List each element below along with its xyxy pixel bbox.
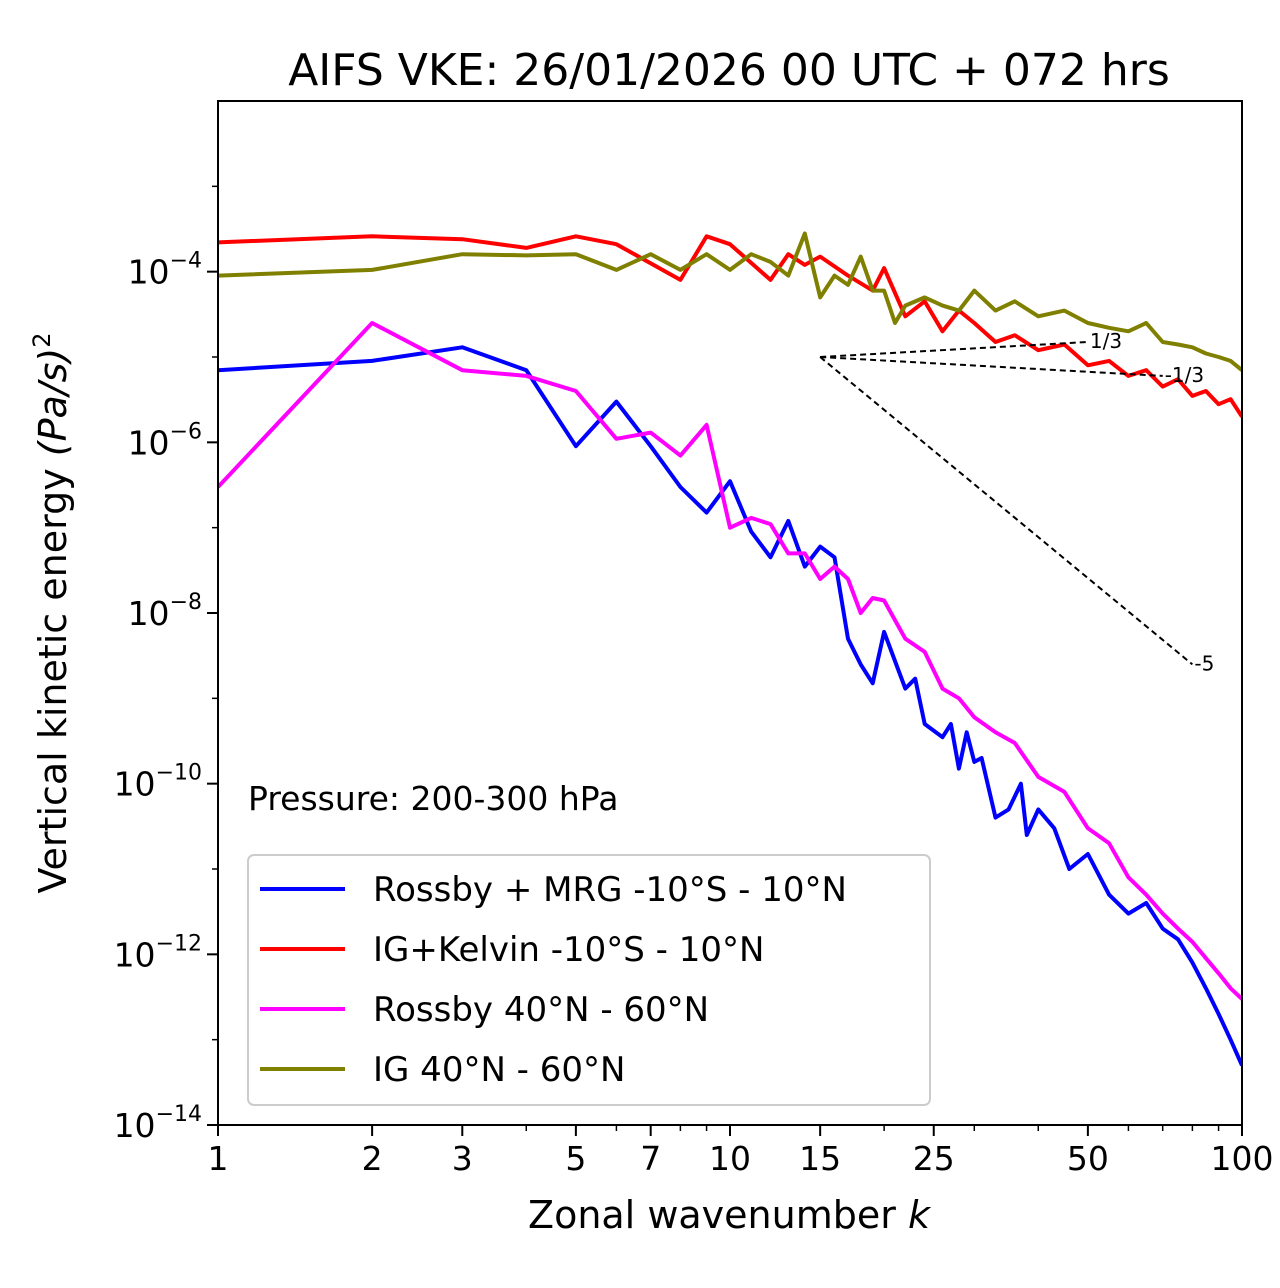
y-tick-label: 10−14 — [114, 1102, 202, 1145]
series-line-2 — [218, 234, 1242, 418]
x-tick-label: 50 — [1067, 1139, 1109, 1178]
legend-label-3: Rossby 40°N - 60°N — [373, 990, 709, 1030]
x-tick-label: 15 — [799, 1139, 841, 1178]
reference-line-label-1: 1/3 — [1090, 329, 1122, 353]
y-tick-label: 10−6 — [128, 419, 202, 462]
legend-label-1: Rossby + MRG -10°S - 10°N — [373, 870, 847, 910]
series-line-3 — [218, 321, 1242, 1001]
y-tick-label: 10−12 — [114, 931, 202, 974]
reference-line-1 — [820, 340, 1088, 358]
reference-line-2 — [820, 356, 1163, 377]
y-axis-ticks: 10−4 10−6 10−8 10−10 10−12 10−14 — [114, 185, 218, 1145]
y-axis-label-exp: 2 — [28, 332, 56, 347]
y-tick-label: 10−10 — [114, 761, 202, 804]
x-tick-label: 100 — [1211, 1139, 1274, 1178]
series-line-1 — [218, 345, 1242, 1067]
reference-lines: 1/3 -1/3 -5 — [819, 329, 1214, 675]
y-axis-label-unit: (Pa/s) — [31, 348, 75, 456]
x-tick-label: 5 — [565, 1139, 586, 1178]
legend-label-2: IG+Kelvin -10°S - 10°N — [373, 930, 764, 970]
y-tick-label: 10−4 — [128, 249, 202, 292]
y-axis-label-text: Vertical kinetic energy — [31, 468, 75, 893]
x-axis-label: Zonal wavenumber k — [528, 1193, 932, 1237]
x-tick-label: 7 — [640, 1139, 661, 1178]
x-tick-label: 1 — [208, 1139, 229, 1178]
legend-box — [247, 854, 931, 1106]
series-layer — [218, 231, 1242, 1067]
x-axis-label-var: k — [908, 1193, 932, 1237]
x-tick-label: 25 — [913, 1139, 955, 1178]
x-axis-ticks: 1 2 3 5 7 10 15 25 50 100 — [208, 1125, 1274, 1178]
legend: Rossby + MRG -10°S - 10°N IG+Kelvin -10°S… — [247, 854, 931, 1106]
x-tick-label: 10 — [709, 1139, 751, 1178]
chart-title: AIFS VKE: 26/01/2026 00 UTC + 072 hrs — [288, 45, 1170, 96]
series-line-4 — [218, 231, 1242, 372]
y-tick-label: 10−8 — [128, 590, 202, 633]
reference-line-3 — [819, 356, 1194, 666]
reference-line-label-2: -1/3 — [1165, 363, 1204, 387]
x-axis-label-text: Zonal wavenumber — [528, 1193, 896, 1237]
pressure-annotation: Pressure: 200-300 hPa — [248, 779, 618, 818]
reference-line-label-3: -5 — [1194, 651, 1214, 675]
x-tick-label: 2 — [362, 1139, 383, 1178]
x-tick-label: 3 — [452, 1139, 473, 1178]
y-axis-label: Vertical kinetic energy (Pa/s)2 — [28, 332, 75, 893]
legend-label-4: IG 40°N - 60°N — [373, 1050, 625, 1090]
